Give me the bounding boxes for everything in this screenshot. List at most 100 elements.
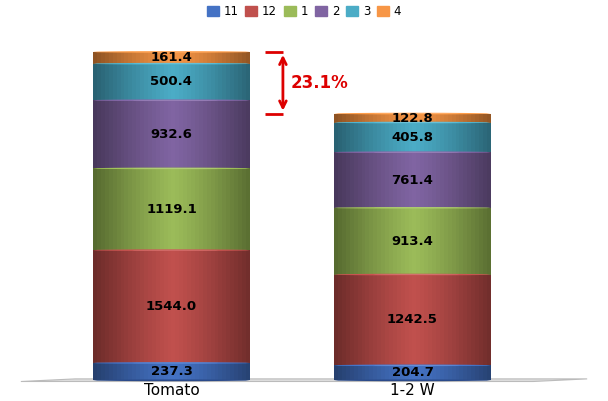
Bar bbox=[393, 152, 397, 208]
Bar bbox=[195, 363, 199, 380]
Bar bbox=[432, 123, 436, 152]
Ellipse shape bbox=[93, 249, 250, 251]
Ellipse shape bbox=[93, 168, 250, 169]
Bar bbox=[432, 152, 436, 208]
Bar bbox=[226, 52, 230, 64]
Bar bbox=[350, 208, 354, 275]
Bar bbox=[218, 64, 223, 100]
Bar bbox=[362, 123, 365, 152]
Bar bbox=[207, 168, 210, 250]
Bar bbox=[109, 100, 112, 168]
Bar bbox=[404, 113, 409, 123]
Bar bbox=[409, 275, 412, 365]
Bar bbox=[420, 123, 424, 152]
Bar bbox=[112, 100, 117, 168]
Bar bbox=[156, 250, 160, 363]
Bar bbox=[447, 152, 452, 208]
Bar bbox=[128, 64, 133, 100]
Bar bbox=[436, 365, 440, 380]
Bar bbox=[342, 275, 346, 365]
Bar bbox=[187, 363, 191, 380]
Bar bbox=[242, 64, 246, 100]
Bar bbox=[218, 168, 223, 250]
Bar bbox=[164, 250, 168, 363]
Ellipse shape bbox=[373, 152, 460, 153]
Bar bbox=[436, 113, 440, 123]
Ellipse shape bbox=[334, 379, 491, 381]
Bar bbox=[191, 52, 195, 64]
Bar bbox=[218, 250, 223, 363]
Bar bbox=[475, 275, 479, 365]
Bar bbox=[358, 275, 362, 365]
Bar bbox=[210, 250, 215, 363]
Bar bbox=[148, 52, 152, 64]
Bar bbox=[191, 168, 195, 250]
Text: 500.4: 500.4 bbox=[150, 75, 193, 89]
Bar bbox=[416, 152, 420, 208]
Bar bbox=[191, 64, 195, 100]
Bar bbox=[238, 250, 242, 363]
Bar bbox=[365, 365, 370, 380]
Bar bbox=[377, 152, 381, 208]
Bar bbox=[175, 250, 179, 363]
Bar bbox=[234, 100, 238, 168]
Bar bbox=[452, 113, 455, 123]
Bar bbox=[133, 168, 136, 250]
Bar bbox=[436, 275, 440, 365]
Bar bbox=[105, 64, 109, 100]
Bar bbox=[140, 363, 144, 380]
Bar bbox=[140, 100, 144, 168]
Bar bbox=[223, 363, 226, 380]
Bar bbox=[487, 208, 491, 275]
Bar bbox=[195, 250, 199, 363]
Bar bbox=[144, 363, 148, 380]
Bar bbox=[370, 123, 373, 152]
Bar bbox=[412, 365, 416, 380]
Bar bbox=[346, 152, 350, 208]
Bar bbox=[112, 250, 117, 363]
Bar bbox=[242, 168, 246, 250]
Bar bbox=[424, 208, 428, 275]
Bar bbox=[362, 208, 365, 275]
Bar bbox=[409, 113, 412, 123]
Bar bbox=[397, 152, 401, 208]
Bar bbox=[234, 168, 238, 250]
Bar bbox=[218, 52, 223, 64]
Bar bbox=[409, 152, 412, 208]
Bar bbox=[409, 123, 412, 152]
Bar bbox=[160, 100, 164, 168]
Bar bbox=[483, 113, 487, 123]
Bar bbox=[148, 100, 152, 168]
Bar bbox=[460, 365, 463, 380]
Bar bbox=[397, 123, 401, 152]
Bar bbox=[432, 208, 436, 275]
Bar bbox=[475, 123, 479, 152]
Bar bbox=[346, 208, 350, 275]
Bar bbox=[218, 363, 223, 380]
Bar bbox=[487, 113, 491, 123]
Bar bbox=[175, 64, 179, 100]
Bar bbox=[401, 365, 404, 380]
Bar bbox=[393, 208, 397, 275]
Ellipse shape bbox=[93, 51, 250, 53]
Bar bbox=[101, 168, 105, 250]
Bar bbox=[373, 365, 377, 380]
Bar bbox=[109, 363, 112, 380]
Bar bbox=[203, 250, 207, 363]
Bar bbox=[120, 363, 125, 380]
Text: 932.6: 932.6 bbox=[151, 128, 192, 141]
Bar bbox=[420, 365, 424, 380]
Bar bbox=[404, 275, 409, 365]
Bar bbox=[183, 250, 187, 363]
Bar bbox=[199, 250, 203, 363]
Bar bbox=[452, 365, 455, 380]
Bar bbox=[334, 123, 338, 152]
Bar bbox=[428, 275, 432, 365]
Bar bbox=[195, 64, 199, 100]
Bar bbox=[428, 365, 432, 380]
Bar bbox=[112, 52, 117, 64]
Bar bbox=[175, 363, 179, 380]
Bar bbox=[404, 208, 409, 275]
Bar bbox=[226, 100, 230, 168]
Bar bbox=[346, 123, 350, 152]
